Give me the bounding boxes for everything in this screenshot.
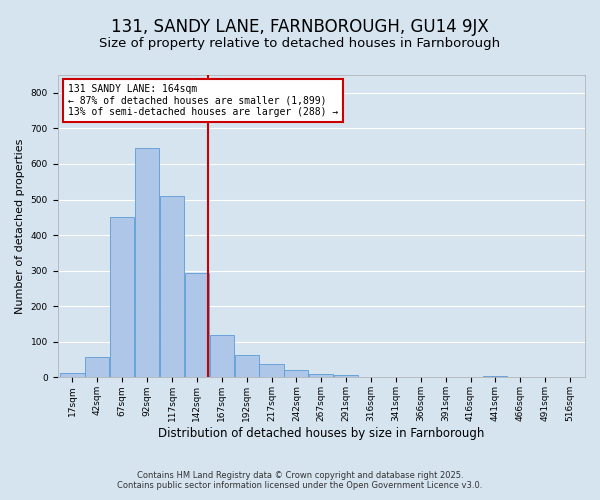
Bar: [235, 355, 259, 378]
Bar: [185, 273, 209, 378]
Bar: [259, 364, 284, 378]
Bar: [110, 218, 134, 378]
Bar: [284, 370, 308, 378]
Bar: [160, 196, 184, 378]
Bar: [135, 148, 159, 378]
Bar: [209, 334, 234, 378]
Text: 131 SANDY LANE: 164sqm
← 87% of detached houses are smaller (1,899)
13% of semi-: 131 SANDY LANE: 164sqm ← 87% of detached…: [68, 84, 338, 117]
Text: Contains HM Land Registry data © Crown copyright and database right 2025.
Contai: Contains HM Land Registry data © Crown c…: [118, 470, 482, 490]
X-axis label: Distribution of detached houses by size in Farnborough: Distribution of detached houses by size …: [158, 427, 484, 440]
Bar: [85, 357, 109, 378]
Text: 131, SANDY LANE, FARNBOROUGH, GU14 9JX: 131, SANDY LANE, FARNBOROUGH, GU14 9JX: [111, 18, 489, 36]
Bar: [334, 374, 358, 378]
Bar: [61, 373, 85, 378]
Text: Size of property relative to detached houses in Farnborough: Size of property relative to detached ho…: [100, 38, 500, 51]
Bar: [309, 374, 334, 378]
Bar: [484, 376, 508, 378]
Y-axis label: Number of detached properties: Number of detached properties: [15, 138, 25, 314]
